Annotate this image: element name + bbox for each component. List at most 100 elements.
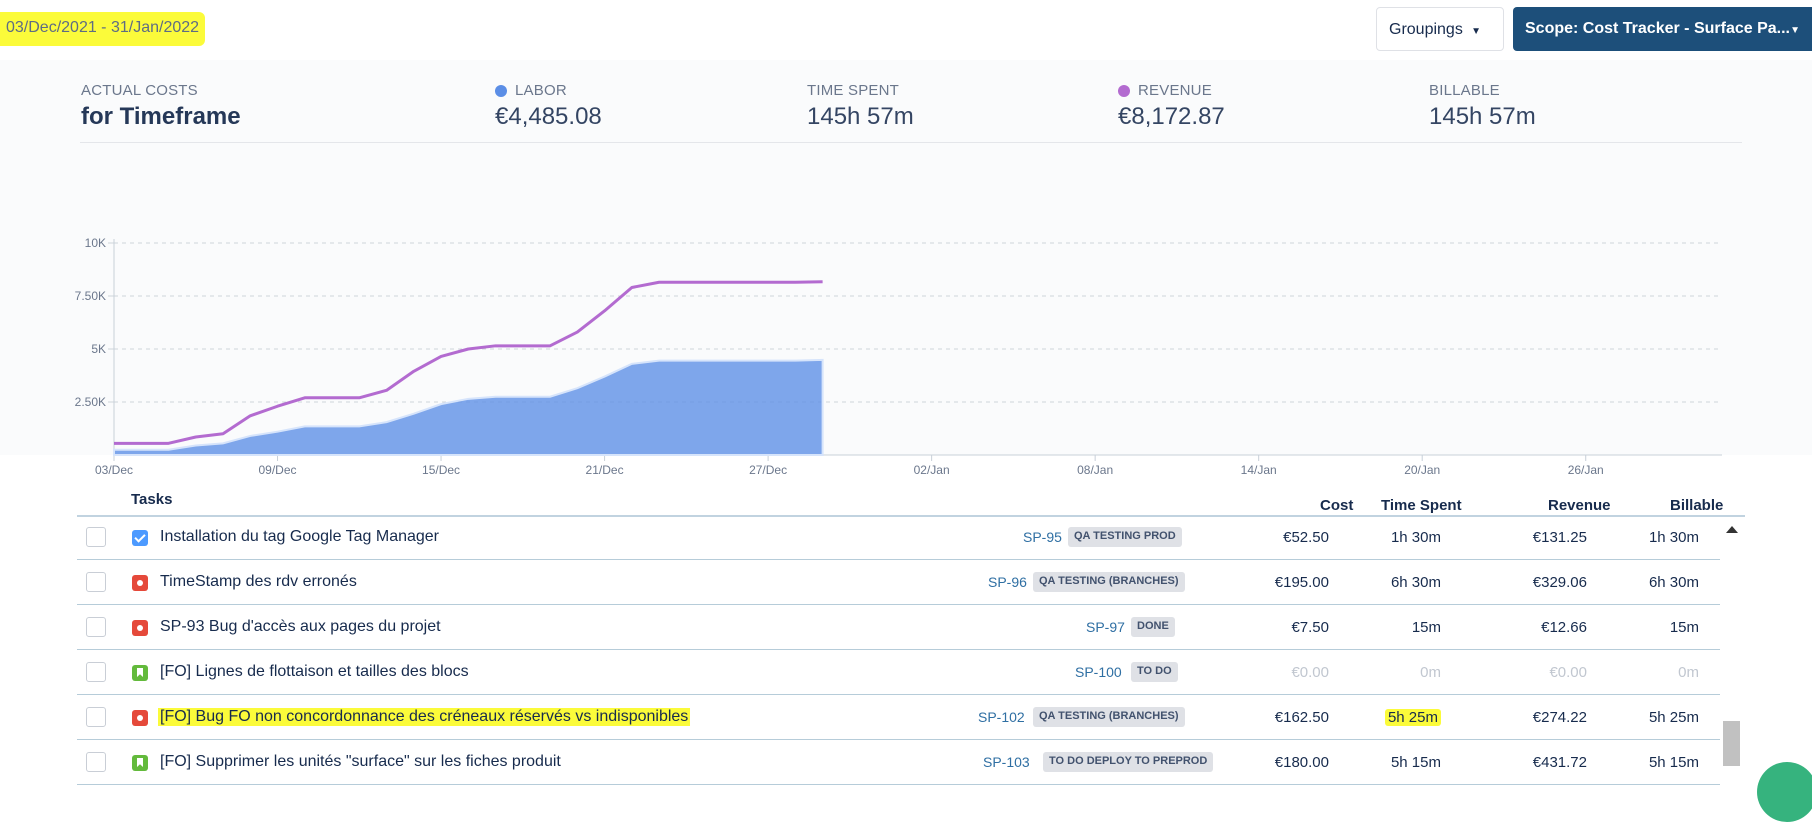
- y-tick-label: 7.50K: [75, 289, 106, 303]
- chevron-down-icon: ▼: [1790, 25, 1800, 36]
- cost-column-header[interactable]: Cost: [1320, 497, 1354, 514]
- x-tick-label: 15/Dec: [422, 463, 460, 477]
- row-checkbox[interactable]: [86, 707, 106, 727]
- chevron-down-icon: ▼: [1471, 26, 1481, 37]
- help-button[interactable]: [1757, 762, 1812, 822]
- revenue-cell: €329.06: [1532, 574, 1587, 591]
- revenue-cell: €274.22: [1532, 709, 1587, 726]
- scrollbar-thumb[interactable]: [1723, 721, 1740, 766]
- time-spent-cell: 0m: [1420, 664, 1441, 681]
- issue-key-link[interactable]: SP-100: [1075, 664, 1122, 680]
- status-badge: QA TESTING PROD: [1068, 527, 1182, 547]
- task-title[interactable]: [FO] Lignes de flottaison et tailles des…: [160, 663, 469, 680]
- divider: [80, 142, 1742, 143]
- cost-cell: €0.00: [1291, 664, 1329, 681]
- bug-issue-type-icon: [132, 575, 148, 591]
- scope-dropdown[interactable]: Scope: Cost Tracker - Surface Pa... ▼: [1513, 7, 1812, 51]
- task-title[interactable]: Installation du tag Google Tag Manager: [160, 528, 440, 545]
- x-tick-label: 03/Dec: [95, 463, 133, 477]
- actual-costs-label: ACTUAL COSTS: [81, 82, 198, 99]
- labor-legend-dot: [495, 84, 507, 97]
- cost-cell: €7.50: [1291, 619, 1329, 636]
- row-checkbox[interactable]: [86, 662, 106, 682]
- table-row[interactable]: TimeStamp des rdv erronés SP-96 QA TESTING…: [77, 560, 1720, 605]
- cost-cell: €195.00: [1274, 574, 1329, 591]
- story-issue-type-icon: [132, 665, 148, 681]
- revenue-cell: €0.00: [1549, 664, 1587, 681]
- revenue-cell: €431.72: [1532, 754, 1587, 771]
- table-row[interactable]: [FO] Lignes de flottaison et tailles des…: [77, 650, 1720, 695]
- table-row[interactable]: Installation du tag Google Tag Manager SP…: [77, 515, 1720, 560]
- issue-key-link[interactable]: SP-97: [1086, 619, 1125, 635]
- cost-cell: €180.00: [1274, 754, 1329, 771]
- time-spent-cell: 5h 25m: [1384, 709, 1441, 726]
- time-spent-cell: 5h 15m: [1390, 754, 1441, 771]
- revenue-legend-dot: [1118, 84, 1130, 97]
- billable-cell: 0m: [1678, 664, 1699, 681]
- issue-key-link[interactable]: SP-95: [1023, 529, 1062, 545]
- revenue-label: REVENUE: [1138, 82, 1212, 99]
- tasks-column-header[interactable]: Tasks: [131, 491, 173, 508]
- labor-area: [113, 358, 824, 456]
- x-tick-label: 14/Jan: [1241, 463, 1277, 477]
- status-badge: TO DO DEPLOY TO PREPROD: [1043, 752, 1214, 772]
- actual-costs-summary: ACTUAL COSTS for Timeframe: [81, 82, 241, 131]
- cost-summary-panel: ACTUAL COSTS for Timeframe LABOR €4,485.…: [0, 60, 1812, 477]
- issue-key-link[interactable]: SP-102: [978, 709, 1025, 725]
- billable-label: BILLABLE: [1429, 82, 1500, 99]
- tasks-table-header: Tasks Cost Time Spent Revenue Billable: [77, 488, 1745, 517]
- revenue-stat: REVENUE €8,172.87: [1118, 82, 1225, 131]
- time-spent-cell: 1h 30m: [1390, 529, 1441, 546]
- task-title[interactable]: TimeStamp des rdv erronés: [160, 573, 357, 590]
- status-badge: TO DO: [1131, 662, 1178, 682]
- groupings-label: Groupings: [1389, 21, 1463, 38]
- row-checkbox[interactable]: [86, 572, 106, 592]
- time-spent-stat: TIME SPENT 145h 57m: [807, 82, 914, 131]
- row-checkbox[interactable]: [86, 752, 106, 772]
- task-issue-type-icon: [132, 530, 148, 546]
- billable-cell: 5h 15m: [1648, 754, 1699, 771]
- issue-key-link[interactable]: SP-96: [988, 574, 1027, 590]
- x-tick-label: 02/Jan: [914, 463, 950, 477]
- y-tick-label: 10K: [85, 236, 106, 250]
- task-title[interactable]: [FO] Bug FO non concordonnance des créne…: [158, 708, 691, 726]
- billable-value: 145h 57m: [1429, 103, 1536, 130]
- billable-cell: 6h 30m: [1648, 574, 1699, 591]
- y-tick-label: 5K: [91, 342, 106, 356]
- x-tick-label: 20/Jan: [1404, 463, 1440, 477]
- bug-issue-type-icon: [132, 620, 148, 636]
- groupings-dropdown[interactable]: Groupings ▼: [1376, 7, 1504, 51]
- cost-revenue-chart: 10K 7.50K 5K 2.50K 03/Dec 09/Dec 15/Dec 21/Dec 2…: [75, 236, 1722, 477]
- time-spent-column-header[interactable]: Time Spent: [1381, 497, 1462, 514]
- issue-key-link[interactable]: SP-103: [983, 754, 1030, 770]
- cost-cell: €52.50: [1283, 529, 1329, 546]
- date-range-picker[interactable]: 03/Dec/2021 - 31/Jan/2022: [0, 12, 206, 46]
- scope-label: Scope: Cost Tracker - Surface Pa...: [1525, 20, 1790, 37]
- task-title[interactable]: [FO] Supprimer les unités "surface" sur …: [160, 753, 561, 770]
- status-badge: QA TESTING (BRANCHES): [1033, 572, 1185, 592]
- tasks-table-body: Installation du tag Google Tag Manager SP…: [77, 515, 1720, 785]
- billable-column-header[interactable]: Billable: [1670, 497, 1724, 514]
- revenue-column-header[interactable]: Revenue: [1548, 497, 1611, 514]
- revenue-cell: €12.66: [1541, 619, 1587, 636]
- story-issue-type-icon: [132, 755, 148, 771]
- table-scrollbar[interactable]: [1720, 517, 1742, 784]
- row-checkbox[interactable]: [86, 617, 106, 637]
- billable-cell: 15m: [1669, 619, 1699, 636]
- revenue-line: [114, 280, 823, 445]
- labor-value: €4,485.08: [495, 103, 602, 130]
- billable-cell: 5h 25m: [1648, 709, 1699, 726]
- row-checkbox[interactable]: [86, 527, 106, 547]
- time-spent-value: 145h 57m: [807, 103, 914, 130]
- revenue-cell: €131.25: [1532, 529, 1587, 546]
- task-title[interactable]: SP-93 Bug d'accès aux pages du projet: [160, 618, 441, 635]
- labor-stat: LABOR €4,485.08: [495, 82, 602, 131]
- top-bar: 03/Dec/2021 - 31/Jan/2022 Groupings ▼ Sc…: [0, 0, 1812, 60]
- table-row[interactable]: [FO] Bug FO non concordonnance des créne…: [77, 695, 1720, 740]
- table-row[interactable]: SP-93 Bug d'accès aux pages du projet SP-…: [77, 605, 1720, 650]
- table-row[interactable]: [FO] Supprimer les unités "surface" sur …: [77, 740, 1720, 785]
- x-tick-label: 26/Jan: [1568, 463, 1604, 477]
- timeframe-title: for Timeframe: [81, 103, 241, 130]
- scroll-up-arrow-icon[interactable]: [1726, 526, 1738, 533]
- status-badge: QA TESTING (BRANCHES): [1033, 707, 1185, 727]
